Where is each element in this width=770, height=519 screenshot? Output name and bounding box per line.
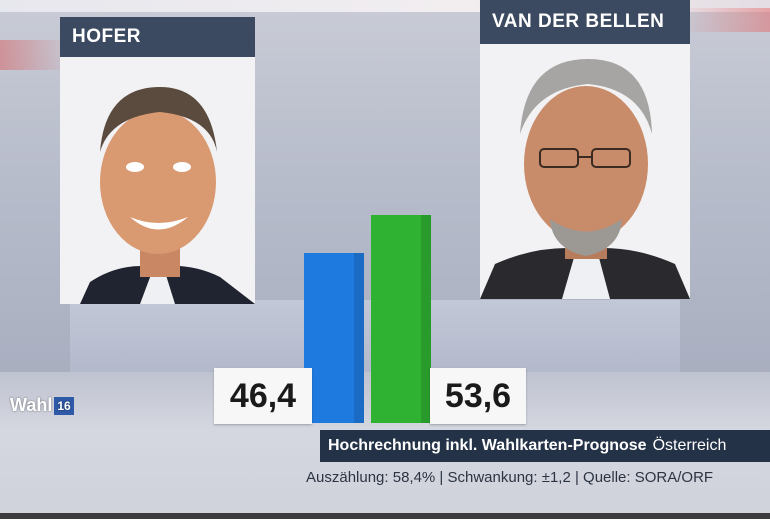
value-label-hofer: 46,4 xyxy=(214,368,312,424)
value-label-van-der-bellen: 53,6 xyxy=(430,368,526,424)
caption-title: Hochrechnung inkl. Wahlkarten-Prognose xyxy=(328,437,647,454)
red-accent-left xyxy=(0,40,70,70)
logo-year: 16 xyxy=(54,396,74,415)
candidate-portrait-left xyxy=(60,57,255,304)
logo-text: Wahl xyxy=(10,395,53,415)
portrait-hofer-image xyxy=(60,57,255,304)
candidate-name-right: VAN DER BELLEN xyxy=(480,0,690,44)
wahl16-logo: Wahl 16 xyxy=(10,395,74,416)
bar-hofer xyxy=(304,253,364,423)
source-line: Auszählung: 58,4% | Schwankung: ±1,2 | Q… xyxy=(306,469,714,486)
red-accent-right xyxy=(680,8,770,32)
portrait-van-der-bellen-image xyxy=(480,44,690,299)
candidate-name-left: HOFER xyxy=(60,17,255,57)
screen-bezel xyxy=(0,513,770,519)
candidate-portrait-right xyxy=(480,44,690,299)
bar-van-der-bellen xyxy=(371,215,431,423)
caption-region: Österreich xyxy=(652,437,727,454)
projection-caption: Hochrechnung inkl. Wahlkarten-Prognose Ö… xyxy=(320,430,770,462)
